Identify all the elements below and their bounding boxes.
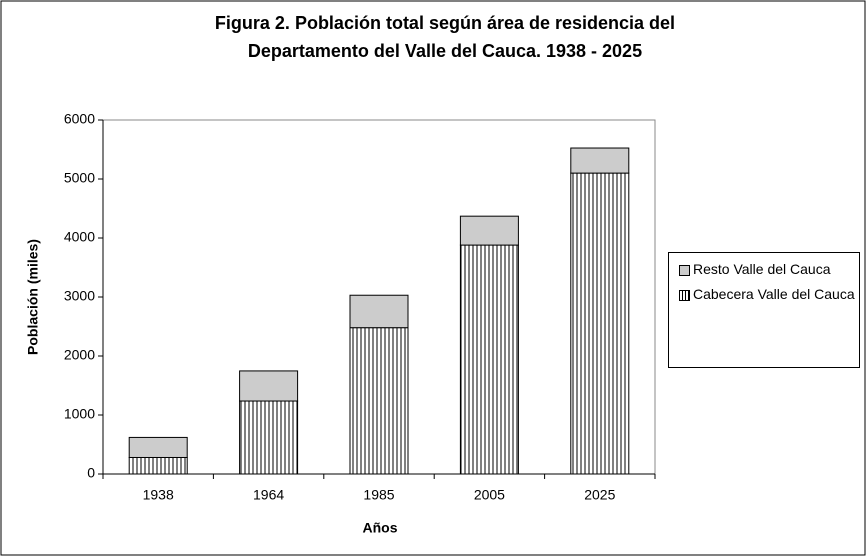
y-tick-label: 6000 [64,111,95,127]
x-tick-label: 1938 [143,487,174,503]
legend: Resto Valle del Cauca Cabecera Valle del … [668,252,860,368]
legend-item: Cabecera Valle del Cauca [679,286,855,303]
chart-title: Figura 2. Población total según área de … [215,13,675,33]
bar-segment [570,172,630,475]
legend-swatch [679,265,690,276]
x-tick-label: 1985 [363,487,394,503]
bar-segment [128,436,188,458]
bar-segment [570,147,630,174]
bar-segment [459,244,519,475]
x-axis-label: Años [363,520,398,536]
x-tick-label: 2025 [584,487,615,503]
bar-segment [128,456,188,475]
legend-label: Resto Valle del Cauca [693,261,831,277]
bar-segment [459,215,519,246]
bar-segment [239,400,299,475]
chart-title: Departamento del Valle del Cauca. 1938 -… [248,41,642,61]
y-tick-label: 1000 [64,406,95,422]
legend-label: Cabecera Valle del Cauca [693,286,855,302]
legend-item: Resto Valle del Cauca [679,261,855,278]
y-tick-label: 2000 [64,347,95,363]
y-tick-label: 5000 [64,170,95,186]
y-tick-label: 3000 [64,288,95,304]
x-tick-label: 1964 [253,487,284,503]
legend-swatch [679,290,690,301]
bar-segment [239,370,299,402]
y-tick-label: 4000 [64,229,95,245]
y-axis-label: Población (miles) [25,239,41,355]
bar-segment [349,294,409,329]
bar-segment [349,327,409,475]
y-tick-label: 0 [87,465,95,481]
x-tick-label: 2005 [474,487,505,503]
